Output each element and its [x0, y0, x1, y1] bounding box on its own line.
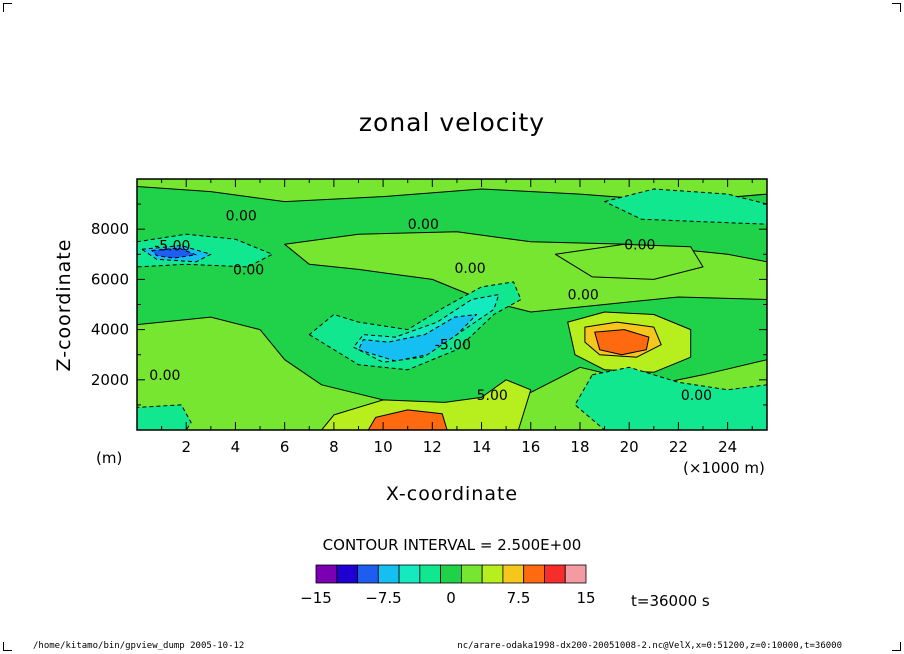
x-tick-label: 22	[669, 438, 688, 456]
colorbar-swatch	[564, 564, 587, 584]
x-tick-label: 10	[374, 438, 393, 456]
jet-core-inner	[594, 329, 650, 356]
left-negative-bottom	[137, 404, 192, 430]
colorbar-swatch	[398, 564, 421, 584]
low-level-core	[367, 409, 448, 430]
x-axis-ticks: 2 4 6 8 10 12 14 16 18 20 22 24	[161, 179, 753, 456]
upper-left-negative-inner	[151, 247, 197, 259]
y-tick-label: 8000	[91, 220, 129, 238]
contour-label: 0.00	[233, 262, 264, 278]
x-tick-label: 2	[181, 438, 191, 456]
colorbar-swatch	[523, 564, 545, 584]
footer-source: nc/arare-odaka1998-dx200-20051008-2.nc@V…	[457, 641, 842, 651]
contour-label-group: 0.00 -5.00 0.00 0.00 0.00 0.00 0.00 -5.00 5.00 0.…	[149, 208, 712, 403]
colorbar-tick-label: −15	[300, 589, 332, 607]
mid-positive-ring	[554, 243, 704, 280]
colorbar-swatch	[357, 564, 379, 584]
contour-label: 0.00	[624, 237, 655, 253]
contour-label: 0.00	[454, 261, 485, 277]
contour-label: 0.00	[149, 368, 180, 384]
x-tick-label: 24	[718, 438, 737, 456]
crop-mark-bottom-left	[3, 642, 12, 651]
colorbar-swatch	[544, 564, 566, 584]
right-negative-patch	[574, 366, 767, 430]
contour-label: 5.00	[477, 388, 508, 404]
x-axis-label: X-coordinate	[385, 483, 519, 505]
x-tick-label: 18	[570, 438, 589, 456]
upper-right-negative-patch	[604, 188, 767, 225]
yellow-positive-patch-low	[321, 379, 532, 430]
crop-mark-bottom-right	[892, 642, 901, 651]
contour-label: -5.00	[435, 338, 471, 354]
contour-label: 0.00	[408, 217, 439, 233]
colorbar-tick-label: −7.5	[365, 589, 401, 607]
contour-label: 0.00	[568, 287, 599, 303]
y-axis-ticks: 2000 4000 6000 8000	[91, 203, 767, 406]
colorbar-swatch	[377, 564, 400, 584]
colorbar-swatch	[440, 564, 462, 584]
x-tick-label: 6	[280, 438, 290, 456]
time-label: t=36000 s	[631, 592, 710, 610]
x-tick-label: 8	[329, 438, 339, 456]
contour-interval-text: CONTOUR INTERVAL = 2.500E+00	[322, 536, 582, 554]
y-tick-label: 4000	[91, 321, 129, 339]
colorbar-legend: −15 −7.5 0 7.5 15	[300, 564, 596, 607]
contour-label: 0.00	[226, 208, 257, 224]
tilted-band-core	[358, 314, 478, 362]
contour-label: 0.00	[681, 388, 712, 404]
y-tick-label: 2000	[91, 371, 129, 389]
chart-title: zonal velocity	[358, 108, 546, 137]
footer-command: /home/kitamo/bin/gpview_dump 2005-10-12	[33, 641, 245, 651]
light-positive-band-upper	[137, 179, 767, 203]
x-tick-label: 4	[231, 438, 241, 456]
x-tick-label: 16	[521, 438, 540, 456]
colorbar-swatch	[502, 564, 525, 584]
x-tick-label: 14	[472, 438, 491, 456]
x-tick-label: 20	[620, 438, 639, 456]
y-tick-label: 6000	[91, 270, 129, 288]
colorbar-swatch	[336, 564, 358, 584]
x-axis-unit-right: (×1000 m)	[683, 459, 765, 477]
colorbar-swatch	[419, 564, 442, 584]
contour-label: -5.00	[154, 239, 190, 255]
x-tick-label: 12	[423, 438, 442, 456]
colorbar-swatch	[315, 564, 338, 584]
colorbar-swatch	[481, 564, 504, 584]
crop-mark-top-right	[892, 3, 901, 12]
crop-mark-top-left	[3, 3, 12, 12]
colorbar-tick-label: 7.5	[507, 589, 531, 607]
colorbar-tick-label: 0	[446, 589, 456, 607]
colorbar-swatch	[460, 564, 483, 584]
plot-area	[137, 179, 767, 430]
colorbar-tick-label: 15	[576, 589, 595, 607]
x-axis-unit-left: (m)	[96, 449, 123, 467]
